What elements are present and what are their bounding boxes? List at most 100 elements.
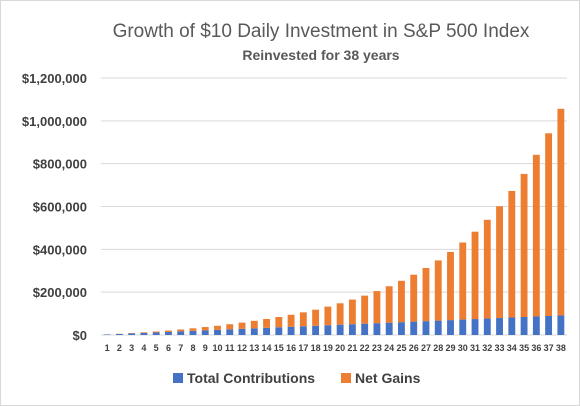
bar-net-gains — [373, 291, 381, 324]
x-tick-label: 2 — [117, 343, 122, 353]
bar-net-gains — [459, 242, 467, 320]
bar-total-contributions — [214, 329, 221, 335]
y-tick-label: $1,000,000 — [22, 114, 87, 129]
bar-net-gains — [385, 286, 393, 323]
bar-total-contributions — [508, 317, 516, 335]
x-tick-label: 28 — [433, 343, 443, 353]
bar-total-contributions — [226, 329, 234, 335]
x-tick-label: 7 — [178, 343, 183, 353]
bar-total-contributions — [152, 332, 160, 335]
x-tick-label: 21 — [347, 343, 357, 353]
x-tick-label: 5 — [154, 343, 159, 353]
bar-total-contributions — [287, 326, 295, 335]
bar-net-gains — [275, 317, 283, 328]
bar-net-gains — [496, 206, 503, 319]
y-tick-label: $800,000 — [33, 157, 87, 172]
bar-net-gains — [287, 314, 295, 327]
bar-total-contributions — [189, 330, 197, 335]
x-tick-label: 31 — [470, 343, 480, 353]
bar-total-contributions — [165, 331, 172, 335]
bar-total-contributions — [263, 327, 270, 335]
bar-total-contributions — [140, 332, 148, 335]
x-tick-label: 19 — [323, 343, 333, 353]
bar-net-gains — [299, 312, 307, 327]
bar-net-gains — [532, 154, 540, 317]
bar-net-gains — [410, 274, 418, 322]
x-tick-label: 15 — [274, 343, 284, 353]
bar-net-gains — [263, 319, 270, 328]
bar-net-gains — [165, 330, 172, 332]
bar-net-gains — [557, 108, 565, 316]
bar-net-gains — [545, 133, 553, 316]
legend-label: Total Contributions — [187, 370, 315, 386]
bar-total-contributions — [103, 334, 111, 335]
x-tick-label: 32 — [482, 343, 492, 353]
bar-net-gains — [226, 324, 234, 330]
legend-label: Net Gains — [355, 370, 421, 386]
x-tick-label: 4 — [141, 343, 146, 353]
x-tick-label: 6 — [166, 343, 171, 353]
bar-total-contributions — [336, 324, 344, 335]
chart-subtitle: Reinvested for 38 years — [242, 47, 399, 63]
bar-net-gains — [312, 309, 320, 326]
bar-net-gains — [483, 219, 491, 319]
bar-total-contributions — [520, 317, 528, 335]
bar-total-contributions — [496, 318, 503, 335]
bar-total-contributions — [447, 320, 454, 335]
bar-net-gains — [189, 328, 197, 331]
x-tick-label: 27 — [421, 343, 431, 353]
x-tick-label: 22 — [360, 343, 370, 353]
bar-total-contributions — [128, 333, 136, 335]
bar-total-contributions — [459, 319, 467, 335]
x-tick-label: 9 — [203, 343, 208, 353]
x-tick-label: 25 — [396, 343, 406, 353]
bar-net-gains — [238, 322, 246, 329]
bar-total-contributions — [545, 315, 553, 335]
y-tick-label: $0 — [73, 328, 87, 343]
bar-net-gains — [152, 331, 160, 333]
bar-total-contributions — [373, 323, 381, 335]
x-tick-label: 8 — [190, 343, 195, 353]
x-tick-label: 20 — [335, 343, 345, 353]
y-axis: $0 $200,000 $400,000 $600,000 $800,000 $1,000… — [22, 71, 87, 343]
bar-net-gains — [348, 299, 356, 325]
x-tick-label: 30 — [458, 343, 468, 353]
bar-total-contributions — [557, 315, 565, 335]
bar-net-gains — [422, 268, 430, 322]
x-axis: 1 2 3 4 5 6 7 8 9 10 11 12 13 14 15 16 17 18 19 20 21 22 23 24 2… — [105, 343, 566, 353]
x-tick-label: 12 — [237, 343, 247, 353]
x-tick-label: 13 — [249, 343, 259, 353]
bar-total-contributions — [275, 327, 283, 335]
x-tick-label: 38 — [556, 343, 566, 353]
bar-total-contributions — [434, 320, 442, 335]
x-tick-label: 1 — [105, 343, 110, 353]
x-tick-label: 18 — [311, 343, 321, 353]
y-tick-label: $1,200,000 — [22, 71, 87, 86]
bar-total-contributions — [361, 323, 369, 335]
y-tick-label: $600,000 — [33, 200, 87, 215]
bar-net-gains — [508, 190, 516, 318]
x-tick-label: 26 — [409, 343, 419, 353]
bar-net-gains — [177, 329, 185, 332]
bar-net-gains — [201, 327, 209, 331]
bar-net-gains — [471, 231, 479, 320]
y-tick-label: $400,000 — [33, 242, 87, 257]
bar-total-contributions — [115, 333, 123, 335]
x-tick-label: 34 — [507, 343, 517, 353]
bar-net-gains — [214, 325, 221, 330]
bar-net-gains — [324, 306, 332, 326]
bar-net-gains — [361, 295, 369, 324]
bar-total-contributions — [532, 316, 540, 335]
bar-total-contributions — [422, 321, 430, 335]
bar-total-contributions — [312, 325, 320, 335]
bar-total-contributions — [471, 319, 479, 335]
x-tick-label: 35 — [519, 343, 529, 353]
bar-net-gains — [250, 320, 258, 329]
x-tick-label: 33 — [495, 343, 505, 353]
bar-total-contributions — [398, 322, 405, 335]
legend-swatch — [173, 373, 183, 383]
bar-net-gains — [336, 303, 344, 325]
x-tick-label: 11 — [225, 343, 235, 353]
